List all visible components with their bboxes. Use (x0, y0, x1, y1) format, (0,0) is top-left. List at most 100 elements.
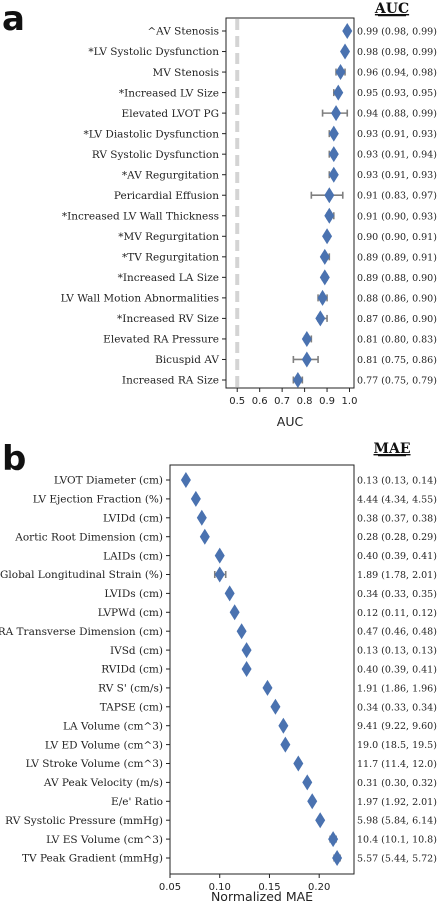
point-estimate-diamond (328, 831, 339, 848)
point-estimate-diamond (315, 310, 326, 327)
point-estimate-diamond (340, 43, 351, 60)
point-estimate-diamond (324, 187, 335, 204)
ci-value-label: 0.40 (0.39, 0.41) (357, 551, 437, 562)
row-label: *Increased LV Wall Thickness (62, 210, 219, 222)
ci-value-label: 0.95 (0.93, 0.95) (357, 88, 437, 99)
panel-a-plot: 0.5 0.6 0.7 0.8 0.9 1.0 ^AV Stenosis 0.99 (0.98… (61, 19, 437, 407)
ci-value-label: 0.34 (0.33, 0.35) (357, 589, 437, 600)
point-estimate-diamond (315, 812, 326, 829)
point-estimate-diamond (196, 509, 207, 526)
ci-value-label: 0.93 (0.91, 0.94) (357, 150, 437, 161)
row-label: *MV Regurgitation (118, 231, 219, 243)
row-label: RV S' (cm/s) (98, 683, 163, 695)
panel-b-plot: 0.05 0.10 0.15 0.20 LVOT Diameter (cm) 0.13 (… (0, 472, 437, 893)
ci-value-label: 0.81 (0.80, 0.83) (357, 334, 437, 345)
point-estimate-diamond (301, 330, 312, 347)
panel-a-x-axis-title: AUC (277, 414, 304, 429)
ci-value-label: 0.99 (0.98, 0.99) (357, 27, 437, 38)
x-tick-label: 0.05 (159, 882, 181, 893)
ci-value-label: 0.98 (0.98, 0.99) (357, 47, 437, 58)
x-tick-label: 0.5 (229, 396, 245, 407)
point-estimate-diamond (328, 166, 339, 183)
x-tick-label: 0.10 (209, 882, 231, 893)
point-estimate-diamond (229, 604, 240, 621)
ci-value-label: 0.93 (0.91, 0.93) (357, 170, 437, 181)
panel-a-letter: a (2, 0, 25, 39)
row-label: Elevated RA Pressure (103, 334, 219, 346)
point-estimate-diamond (280, 736, 291, 753)
ci-value-label: 0.12 (0.11, 0.12) (357, 608, 437, 619)
row-label: *LV Diastolic Dysfunction (84, 128, 220, 140)
ci-value-label: 0.81 (0.75, 0.86) (357, 355, 437, 366)
ci-value-label: 0.87 (0.86, 0.90) (357, 314, 437, 325)
row-label: LV ED Volume (cm^3) (45, 739, 163, 751)
point-estimate-diamond (342, 23, 353, 39)
point-estimate-diamond (292, 372, 303, 388)
ci-value-label: 0.88 (0.86, 0.90) (357, 293, 437, 304)
row-label: *Increased LA Size (118, 272, 219, 284)
point-estimate-diamond (328, 125, 339, 142)
point-estimate-diamond (301, 351, 312, 368)
row-label: Elevated LVOT PG (122, 108, 219, 120)
row-label: Pericardial Effusion (114, 190, 219, 202)
point-estimate-diamond (317, 289, 328, 306)
row-label: AV Peak Velocity (m/s) (43, 777, 163, 789)
row-label: Bicuspid AV (155, 354, 219, 366)
row-label: LVIDs (cm) (104, 588, 163, 600)
point-estimate-diamond (214, 566, 225, 583)
row-label: LVPWd (cm) (98, 607, 163, 619)
point-estimate-diamond (262, 679, 273, 696)
ci-value-label: 4.44 (4.34, 4.55) (357, 494, 437, 505)
point-estimate-diamond (214, 547, 225, 564)
point-estimate-diamond (331, 105, 342, 122)
row-label: *LV Systolic Dysfunction (88, 46, 219, 58)
ci-value-label: 0.13 (0.13, 0.14) (357, 476, 437, 487)
ci-value-label: 11.7 (11.4, 12.0) (357, 759, 437, 770)
panel-b-frame (169, 464, 355, 875)
point-estimate-diamond (236, 623, 247, 640)
ci-value-label: 0.89 (0.89, 0.91) (357, 252, 437, 263)
point-estimate-diamond (241, 661, 252, 677)
row-label: LAIDs (cm) (103, 550, 163, 562)
ci-value-label: 19.0 (18.5, 19.5) (357, 740, 437, 751)
row-label: RV Systolic Dysfunction (92, 149, 219, 161)
x-tick-label: 0.15 (258, 882, 280, 893)
point-estimate-diamond (302, 774, 313, 791)
row-label: RA Transverse Dimension (cm) (0, 626, 163, 638)
row-label: *AV Regurgitation (122, 169, 219, 181)
x-tick-label: 0.8 (297, 396, 313, 407)
ci-value-label: 0.77 (0.75, 0.79) (357, 376, 437, 387)
ci-value-label: 1.89 (1.78, 2.01) (357, 570, 437, 581)
ci-value-label: 0.31 (0.30, 0.32) (357, 778, 437, 789)
ci-value-label: 0.47 (0.46, 0.48) (357, 627, 437, 638)
panel-b-metric-header: MAE (373, 441, 410, 457)
point-estimate-diamond (328, 146, 339, 163)
row-label: Global Longitudinal Strain (%) (0, 569, 163, 581)
point-estimate-diamond (241, 642, 252, 659)
row-label: ^AV Stenosis (147, 26, 219, 38)
row-label: *TV Regurgitation (122, 252, 219, 264)
row-label: LA Volume (cm^3) (63, 720, 163, 732)
point-estimate-diamond (324, 207, 335, 224)
row-label: LV Stroke Volume (cm^3) (26, 758, 163, 770)
point-estimate-diamond (332, 850, 343, 866)
row-label: *Increased RV Size (117, 313, 219, 325)
point-estimate-diamond (335, 64, 346, 81)
point-estimate-diamond (319, 269, 330, 286)
point-estimate-diamond (270, 698, 281, 715)
row-label: *Increased LV Size (119, 87, 219, 99)
panel-b-x-axis-title: Normalized MAE (211, 889, 313, 904)
ci-value-label: 0.96 (0.94, 0.98) (357, 68, 437, 79)
ci-value-label: 0.90 (0.90, 0.91) (357, 232, 437, 243)
point-estimate-diamond (199, 528, 210, 545)
ci-value-label: 0.13 (0.13, 0.13) (357, 646, 437, 657)
ci-value-label: 1.97 (1.92, 2.01) (357, 797, 437, 808)
point-estimate-diamond (190, 490, 201, 507)
row-label: TAPSE (cm) (100, 702, 163, 714)
ci-value-label: 0.40 (0.39, 0.41) (357, 665, 437, 676)
panel-b-letter: b (2, 439, 26, 479)
point-estimate-diamond (319, 248, 330, 265)
ci-value-label: 9.41 (9.22, 9.60) (357, 721, 437, 732)
x-tick-label: 0.7 (274, 396, 290, 407)
ci-value-label: 5.57 (5.44, 5.72) (357, 854, 437, 865)
